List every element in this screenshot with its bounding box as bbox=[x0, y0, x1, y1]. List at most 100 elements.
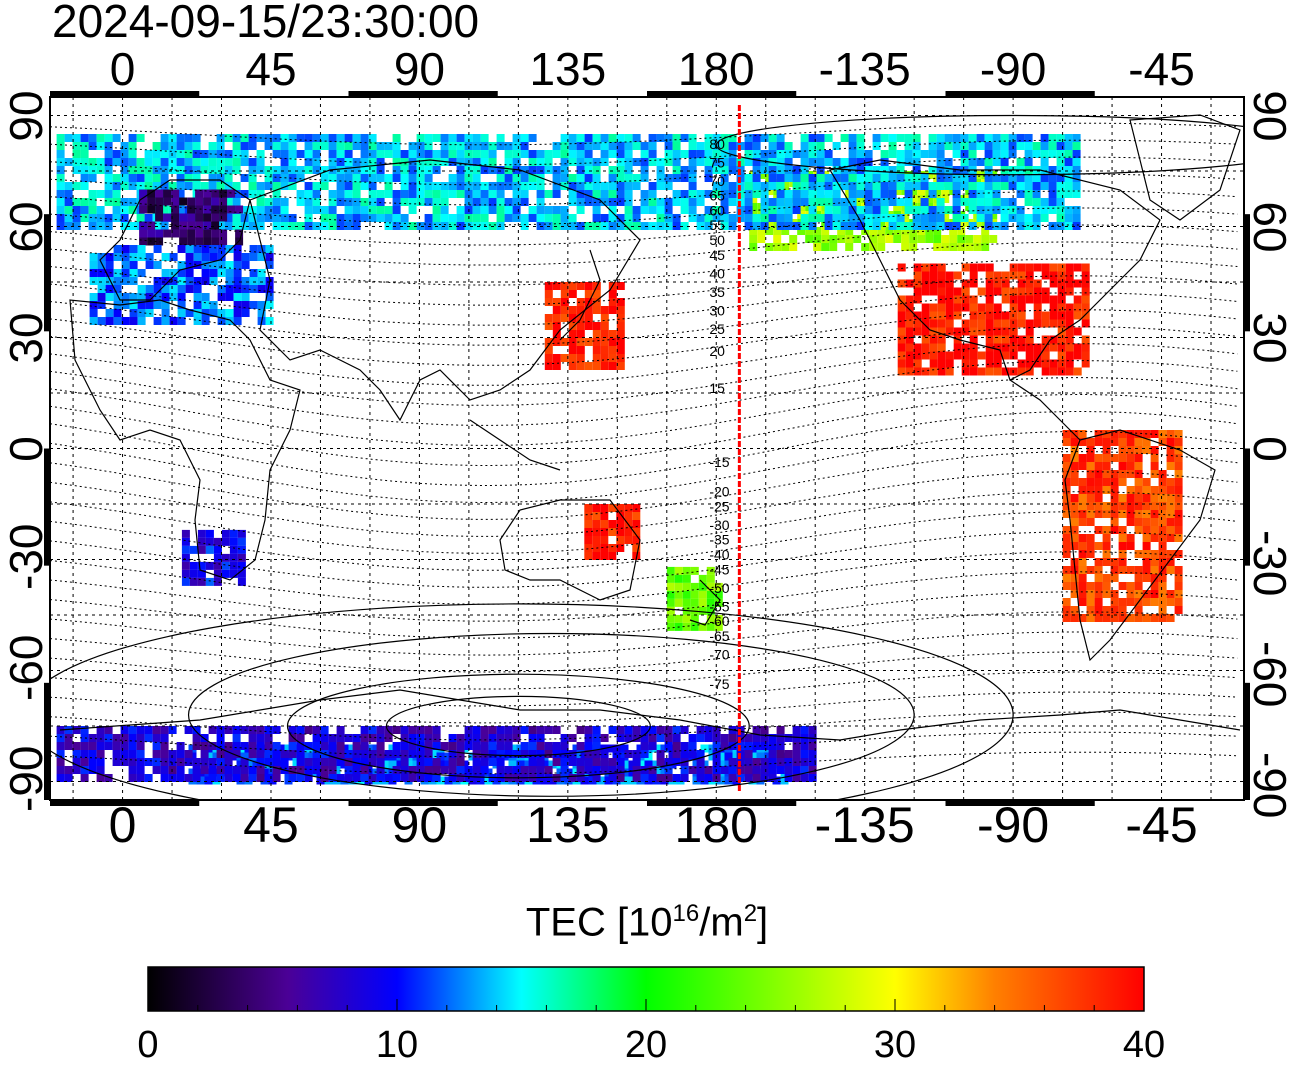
tec-cell-south-america bbox=[1062, 574, 1071, 582]
tec-cell-north-america bbox=[1009, 319, 1018, 328]
tec-cell-antarctica-west bbox=[600, 766, 609, 774]
tec-cell-greenland bbox=[80, 174, 89, 182]
tec-cell-north-america bbox=[937, 351, 946, 360]
tec-cell-greenland bbox=[880, 166, 889, 174]
tec-cell-greenland bbox=[272, 198, 281, 206]
tec-cell-greenland bbox=[208, 158, 217, 166]
tec-cell-greenland bbox=[440, 150, 449, 158]
tec-cell-greenland bbox=[280, 142, 289, 150]
tec-cell-antarctica-west bbox=[448, 766, 457, 774]
tec-cell-antarctica-west bbox=[544, 750, 553, 758]
tec-cell-greenland bbox=[952, 214, 961, 222]
tec-cell-europe-south bbox=[89, 261, 98, 269]
tec-cell-south-america bbox=[1166, 518, 1175, 526]
tec-cell-greenland bbox=[1072, 190, 1081, 198]
tec-cell-north-america bbox=[1025, 367, 1034, 376]
tec-cell-australia-east bbox=[608, 544, 617, 552]
tec-cell-greenland bbox=[816, 166, 825, 174]
tec-cell-canada-arctic bbox=[845, 235, 854, 243]
tec-cell-antarctica-west bbox=[592, 726, 601, 734]
tec-cell-antarctica-west bbox=[152, 758, 161, 766]
tec-cell-greenland bbox=[856, 214, 865, 222]
tec-cell-antarctica-east bbox=[388, 768, 397, 777]
tec-cell-greenland bbox=[200, 166, 209, 174]
tec-cell-greenland bbox=[600, 150, 609, 158]
tec-cell-europe-north bbox=[219, 189, 228, 198]
tec-cell-south-america bbox=[1158, 534, 1167, 542]
tec-cell-greenland bbox=[616, 134, 625, 142]
tec-cell-europe-north bbox=[163, 213, 172, 222]
tec-cell-europe-north bbox=[203, 229, 212, 238]
tec-cell-south-america bbox=[1174, 550, 1183, 558]
tec-cell-antarctica-west bbox=[56, 774, 65, 782]
tec-cell-antarctica-west bbox=[376, 758, 385, 766]
tec-cell-canada-arctic bbox=[989, 211, 998, 219]
tec-cell-greenland bbox=[64, 206, 73, 214]
tec-cell-greenland bbox=[760, 158, 769, 166]
tec-cell-south-america bbox=[1094, 510, 1103, 518]
tec-cell-greenland bbox=[776, 166, 785, 174]
tec-cell-greenland bbox=[680, 150, 689, 158]
tec-cell-greenland bbox=[720, 150, 729, 158]
tec-cell-greenland bbox=[376, 158, 385, 166]
tec-cell-greenland bbox=[520, 150, 529, 158]
tec-cell-antarctica-west bbox=[240, 742, 249, 750]
tec-cell-europe-north bbox=[211, 197, 220, 206]
tec-cell-antarctica-west bbox=[400, 758, 409, 766]
tec-cell-north-america bbox=[921, 287, 930, 296]
tec-cell-greenland bbox=[792, 222, 801, 230]
tec-cell-greenland bbox=[128, 150, 137, 158]
tec-cell-greenland bbox=[496, 206, 505, 214]
tec-cell-europe-south bbox=[249, 285, 258, 293]
tec-cell-greenland bbox=[448, 182, 457, 190]
tec-cell-greenland bbox=[888, 134, 897, 142]
tec-cell-greenland bbox=[696, 222, 705, 230]
tec-cell-south-america bbox=[1078, 438, 1087, 446]
tec-cell-antarctica-west bbox=[72, 766, 81, 774]
tec-cell-south-america bbox=[1174, 470, 1183, 478]
tec-cell-antarctica-west bbox=[328, 742, 337, 750]
tec-cell-antarctica-west bbox=[104, 734, 113, 742]
tec-cell-antarctica-west bbox=[72, 726, 81, 734]
tec-cell-greenland bbox=[512, 134, 521, 142]
tec-cell-north-america bbox=[1009, 367, 1018, 376]
tec-cell-antarctica-west bbox=[120, 750, 129, 758]
tec-cell-europe-south bbox=[161, 301, 170, 309]
tec-cell-north-america bbox=[905, 335, 914, 344]
tec-cell-greenland bbox=[488, 166, 497, 174]
tec-cell-greenland bbox=[592, 142, 601, 150]
tec-cell-greenland bbox=[808, 206, 817, 214]
tec-cell-greenland bbox=[800, 134, 809, 142]
tec-cell-south-africa bbox=[221, 553, 230, 562]
tec-cell-australia-east bbox=[616, 512, 625, 520]
tec-cell-greenland bbox=[808, 182, 817, 190]
tec-cell-antarctica-west bbox=[368, 774, 377, 782]
tec-cell-greenland bbox=[112, 134, 121, 142]
tec-cell-greenland bbox=[512, 206, 521, 214]
tec-cell-japan-pacific bbox=[576, 354, 585, 362]
tec-cell-greenland bbox=[96, 158, 105, 166]
tec-cell-south-africa bbox=[229, 537, 238, 546]
tec-cell-north-america bbox=[921, 335, 930, 344]
tec-cell-japan-pacific bbox=[600, 338, 609, 346]
tec-cell-greenland bbox=[640, 150, 649, 158]
tec-cell-australia-east bbox=[616, 544, 625, 552]
tec-cell-south-america bbox=[1126, 510, 1135, 518]
tec-cell-north-america bbox=[1009, 295, 1018, 304]
tec-cell-greenland bbox=[328, 198, 337, 206]
tec-cell-greenland bbox=[352, 182, 361, 190]
tec-cell-europe-north bbox=[203, 205, 212, 214]
tec-cell-antarctica-west bbox=[256, 726, 265, 734]
tec-cell-antarctica-east bbox=[620, 744, 629, 753]
tec-cell-antarctica-west bbox=[208, 726, 217, 734]
tec-cell-greenland bbox=[616, 182, 625, 190]
tec-cell-south-america bbox=[1126, 470, 1135, 478]
tec-cell-north-america bbox=[1001, 319, 1010, 328]
tec-cell-greenland bbox=[928, 134, 937, 142]
tec-cell-south-america bbox=[1094, 494, 1103, 502]
tec-cell-antarctica-west bbox=[160, 766, 169, 774]
tec-cell-europe-north bbox=[195, 205, 204, 214]
tec-cell-antarctica-west bbox=[128, 766, 137, 774]
tec-cell-antarctica-west bbox=[528, 734, 537, 742]
tec-cell-europe-south bbox=[129, 269, 138, 277]
